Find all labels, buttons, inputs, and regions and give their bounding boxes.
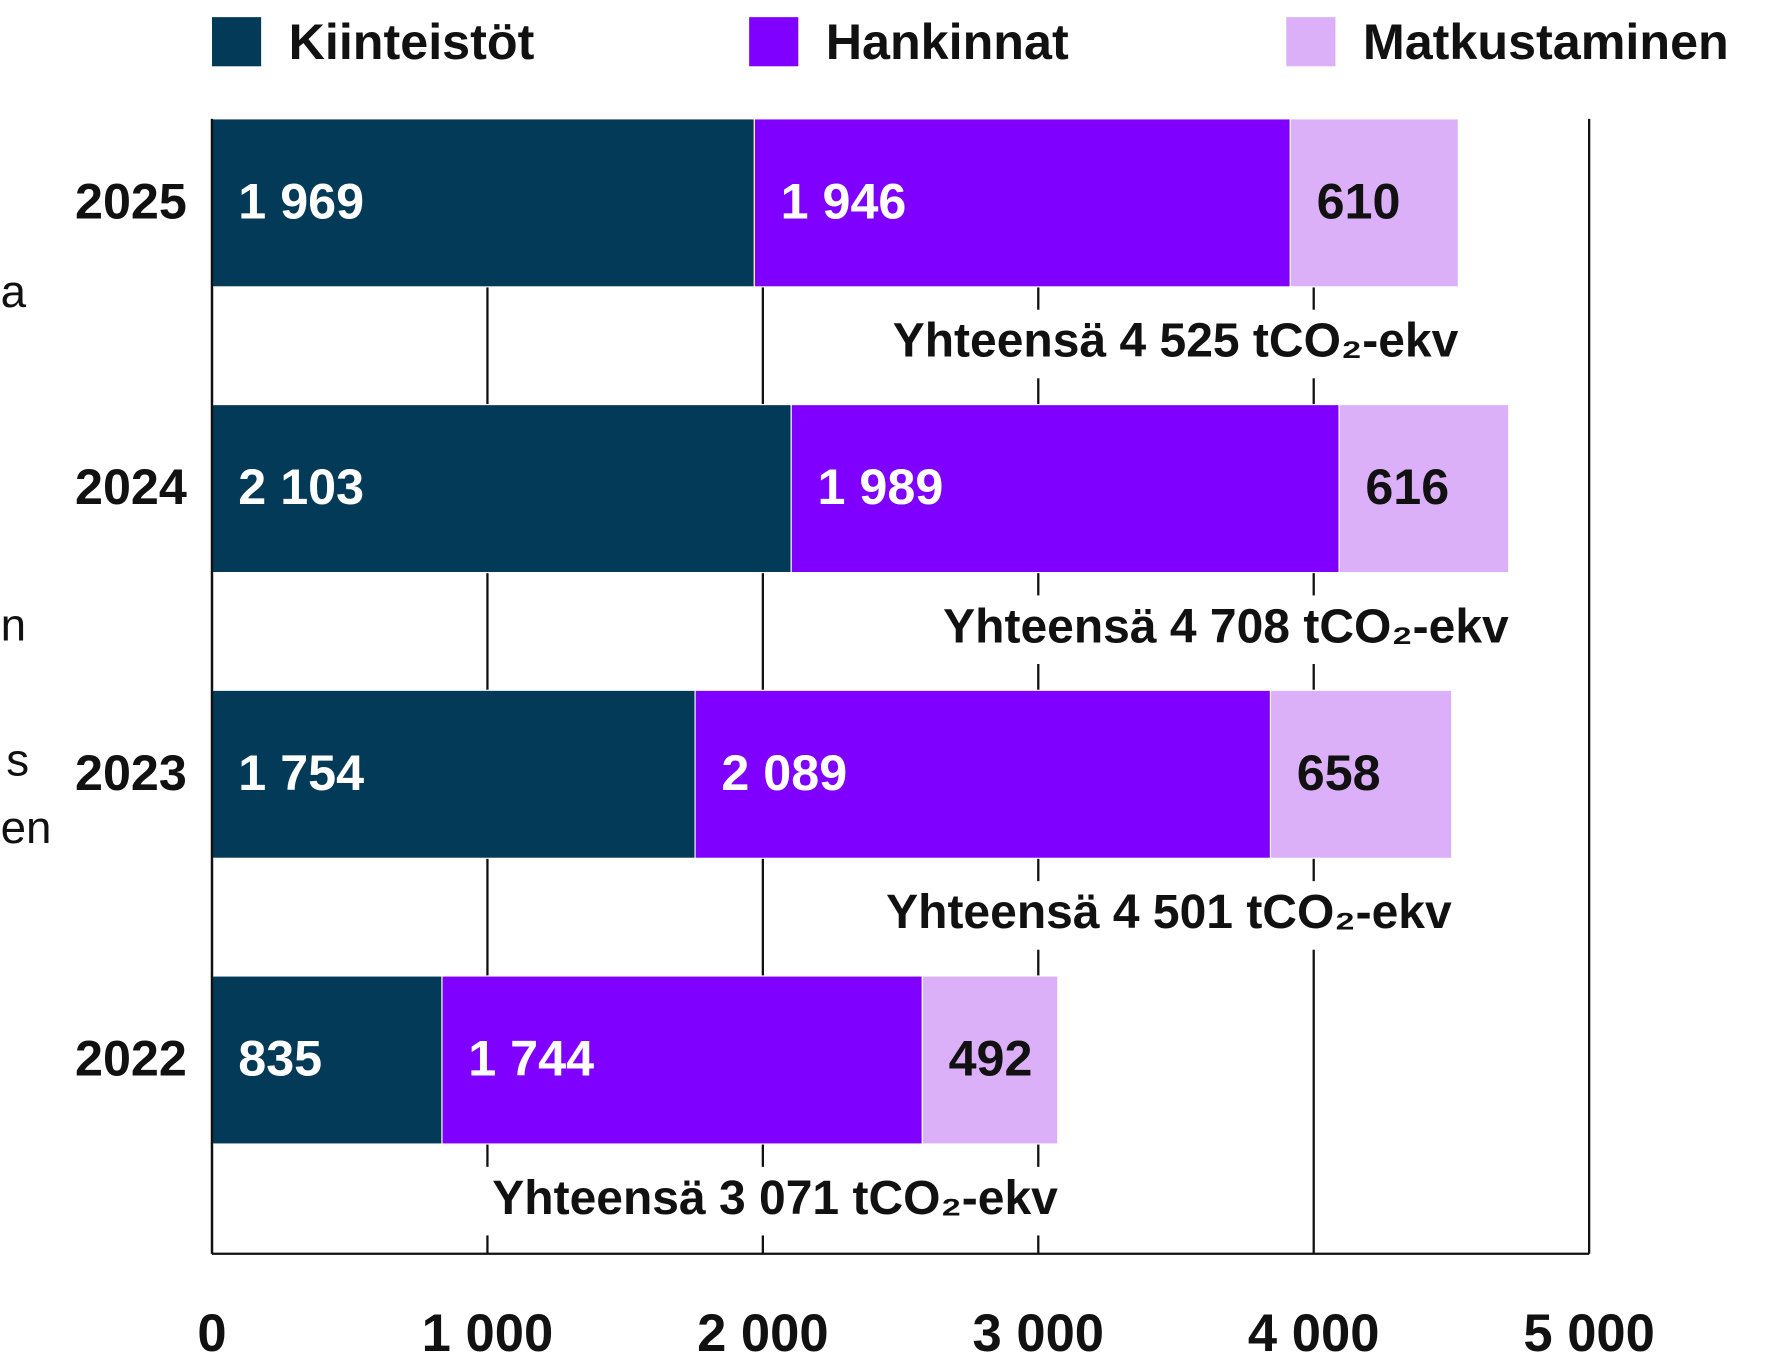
bar-segment	[211, 689, 696, 859]
cropped-text: s	[6, 735, 29, 786]
cropped-text: n	[1, 600, 26, 651]
total-label-bg	[876, 881, 1452, 950]
legend-swatch	[212, 17, 262, 67]
bar-segment	[694, 689, 1272, 859]
bar-segment	[211, 118, 755, 288]
value-label: 1 744	[468, 1030, 594, 1087]
value-label: 1 989	[818, 458, 944, 515]
y-tick-label: 2024	[75, 458, 187, 515]
value-label: 835	[238, 1030, 322, 1087]
cropped-text: a	[1, 266, 27, 317]
total-label-bg	[933, 595, 1509, 664]
value-label: 658	[1297, 744, 1381, 801]
legend-label: Kiinteistöt	[289, 13, 535, 70]
bar-segment	[921, 975, 1059, 1145]
y-tick-label: 2022	[75, 1030, 187, 1087]
value-label: 492	[949, 1030, 1033, 1087]
total-label-bg	[883, 309, 1459, 379]
bar-segment	[1338, 404, 1510, 574]
cropped-text: en	[1, 802, 52, 853]
total-label: Yhteensä 4 525 tCO₂-ekv	[893, 315, 1459, 368]
value-label: 1 969	[238, 172, 364, 229]
x-tick-label: 2 000	[697, 1304, 829, 1360]
bar-segment	[441, 975, 923, 1145]
bar-segment	[790, 404, 1340, 574]
legend-swatch	[749, 17, 799, 67]
total-label: Yhteensä 4 708 tCO₂-ekv	[943, 600, 1509, 653]
x-tick-label: 4 000	[1248, 1304, 1380, 1360]
value-label: 1 754	[238, 744, 364, 801]
value-label: 2 089	[721, 744, 847, 801]
legend-label: Matkustaminen	[1363, 13, 1729, 70]
total-label: Yhteensä 3 071 tCO₂-ekv	[492, 1172, 1058, 1225]
total-label: Yhteensä 4 501 tCO₂-ekv	[886, 886, 1452, 939]
value-label: 616	[1365, 458, 1449, 515]
x-tick-label: 0	[197, 1304, 226, 1360]
legend-label: Hankinnat	[826, 13, 1069, 70]
y-tick-label: 2023	[75, 744, 187, 801]
value-label: 1 946	[781, 172, 907, 229]
value-label: 2 103	[238, 458, 364, 515]
legend-swatch	[1286, 17, 1336, 67]
bar-segment	[1289, 118, 1459, 288]
bar-segment	[211, 975, 443, 1145]
bar-segment	[1269, 689, 1453, 859]
total-label-bg	[483, 1166, 1058, 1236]
value-label: 610	[1317, 172, 1401, 229]
x-tick-label: 1 000	[422, 1304, 554, 1360]
x-tick-label: 3 000	[973, 1304, 1105, 1360]
bar-segment	[211, 404, 792, 574]
y-tick-label: 2025	[75, 172, 187, 229]
x-tick-label: 5 000	[1523, 1304, 1655, 1360]
